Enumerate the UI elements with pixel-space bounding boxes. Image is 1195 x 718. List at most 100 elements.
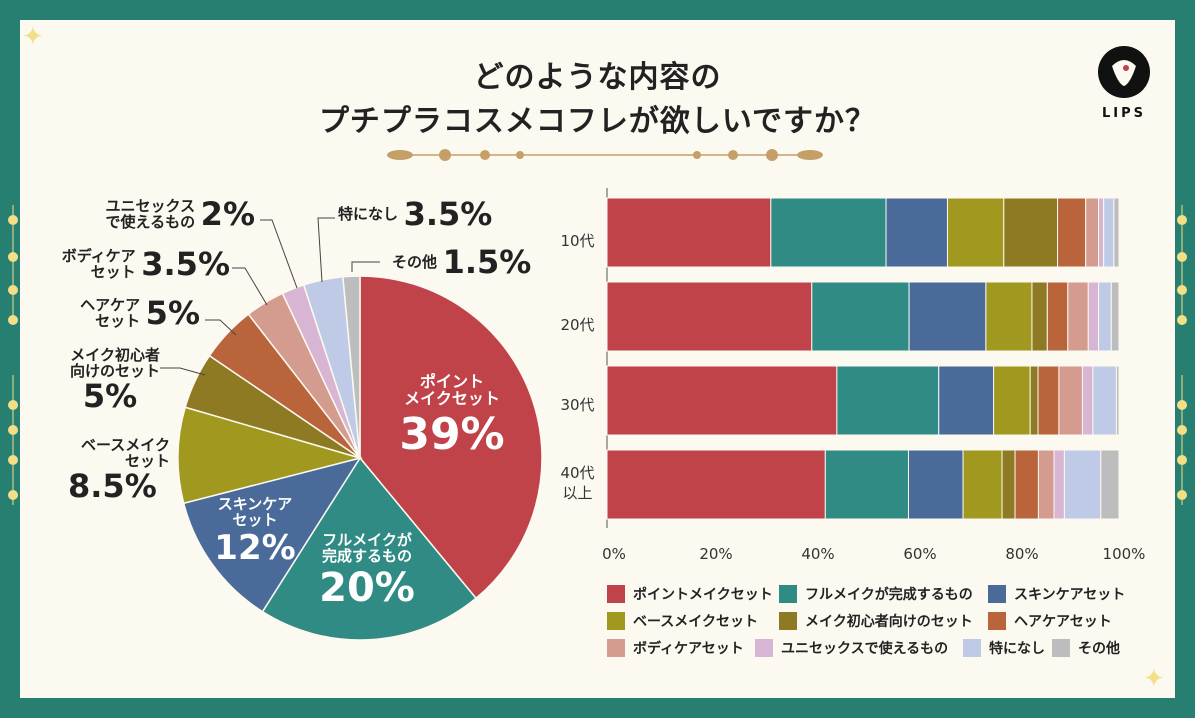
bar-segment-body-2 (1058, 365, 1083, 436)
bar-segment-hair-1 (1046, 281, 1069, 352)
pie-slice-full (261, 456, 478, 641)
bar-segment-unisex-3 (1053, 449, 1065, 520)
bar-segment-none-0 (1103, 197, 1115, 268)
bar-segment-full-2 (836, 365, 940, 436)
bar-segment-skin-3 (907, 449, 964, 520)
pie-label-point-line1: ポイント (419, 372, 484, 391)
bar-segment-skin-0 (885, 197, 948, 268)
legend-label-point: ポイントメイクセット (633, 587, 773, 603)
x-tick-100: 100% (1102, 545, 1146, 563)
legend-item-skin: スキンケアセット (988, 584, 1125, 604)
bar-segment-none-2 (1092, 365, 1117, 436)
pie-label-point-line2: メイクセット (404, 388, 500, 408)
legend-item-full: フルメイクが完成するもの (779, 584, 973, 604)
bar-segment-body-3 (1037, 449, 1055, 520)
pie-label-full: フルメイクが 完成するもの 20% (297, 531, 437, 611)
legend-swatch-unisex (755, 639, 773, 657)
legend-item-hair: ヘアケアセット (988, 611, 1112, 631)
bar-segment-full-1 (811, 281, 910, 352)
legend-label-full: フルメイクが完成するもの (805, 587, 973, 603)
age-label-30: 30代 (560, 396, 595, 414)
star-icon: ✦ (1143, 664, 1165, 694)
pie-label-none-pct: 3.5% (403, 195, 493, 233)
bar-segment-none-1 (1098, 281, 1112, 352)
pie-label-skin-line2: セット (232, 510, 278, 529)
legend-swatch-beginner (779, 612, 797, 630)
logo-text: LIPS (1102, 106, 1147, 121)
age-label-40-line1: 40代 (560, 464, 595, 482)
bar-segment-base-2 (993, 365, 1031, 436)
legend-swatch-full (779, 585, 797, 603)
bar-segment-unisex-1 (1087, 281, 1100, 352)
decorative-dots-right (1177, 205, 1187, 505)
pie-label-base-line2: セット (124, 451, 170, 470)
star-icon: ✦ (22, 22, 44, 52)
pie-label-body-pct: 3.5% (141, 245, 230, 283)
bar-segment-point-2 (606, 365, 838, 436)
bar-segment-base-3 (962, 449, 1003, 520)
legend-item-other: その他 (1052, 638, 1120, 658)
pie-label-hair-line2: セット (95, 311, 141, 330)
x-tick-20: 20% (699, 545, 733, 563)
bar-segment-point-3 (606, 449, 826, 520)
pie-label-body-line1: ボディケア (61, 247, 136, 266)
age-label-20: 20代 (560, 316, 595, 334)
bar-segment-full-3 (824, 449, 909, 520)
bar-segment-skin-2 (938, 365, 995, 436)
bar-segment-other-1 (1110, 281, 1120, 352)
pie-label-other: その他 1.5% (392, 243, 542, 281)
pie-label-unisex: ユニセックス で使えるもの 2% (70, 195, 255, 233)
legend-swatch-point (607, 585, 625, 603)
bar-segment-beginner-0 (1003, 197, 1059, 268)
legend-swatch-skin (988, 585, 1006, 603)
bar-segment-body-0 (1085, 197, 1100, 268)
pie-label-full-pct: 20% (319, 564, 415, 611)
bar-segment-point-1 (606, 281, 813, 352)
legend-swatch-none (963, 639, 981, 657)
legend-label-skin: スキンケアセット (1014, 587, 1126, 603)
pie-label-base-pct: 8.5% (68, 466, 157, 505)
lips-logo-icon (1098, 46, 1150, 98)
age-label-40-line2: 以上 (562, 484, 593, 502)
bar-segment-other-0 (1113, 197, 1120, 268)
pie-slice-point (359, 275, 543, 600)
pie-label-beginner-pct: 5% (82, 376, 138, 415)
pie-label-beginner: メイク初心者 向けのセット 5% (40, 347, 160, 415)
bar-segment-unisex-2 (1081, 365, 1094, 436)
pie-label-point-pct: 39% (399, 408, 505, 460)
legend-swatch-base (607, 612, 625, 630)
bar-segment-none-3 (1063, 449, 1102, 520)
legend-swatch-body (607, 639, 625, 657)
legend-label-none: 特になし (989, 641, 1045, 657)
title-line-2: プチプラコスメコフレが欲しいですか？ (318, 104, 877, 139)
bar-segment-hair-3 (1014, 449, 1039, 520)
bar-segment-other-2 (1115, 365, 1120, 436)
legend-item-none: 特になし (963, 638, 1045, 658)
x-tick-80: 80% (1005, 545, 1039, 563)
bar-segment-base-0 (946, 197, 1005, 268)
bar-segment-beginner-3 (1001, 449, 1016, 520)
pie-label-full-line1: フルメイクが (322, 531, 412, 549)
pie-label-point: ポイント メイクセット 39% (372, 372, 532, 460)
bar-segment-other-3 (1100, 449, 1120, 520)
legend-item-body: ボディケアセット (607, 638, 744, 658)
pie-slice-base (177, 406, 363, 505)
pie-label-unisex-pct: 2% (200, 195, 255, 233)
title-line-1: どのような内容の (473, 60, 722, 95)
pie-label-body-line2: セット (90, 262, 136, 281)
pie-label-other-pct: 1.5% (442, 243, 532, 281)
pie-label-unisex-line2: で使えるもの (105, 212, 196, 231)
pie-slice-other (342, 275, 361, 459)
pie-label-other-line1: その他 (392, 252, 438, 271)
pie-slice-skin (182, 456, 362, 613)
bar-segment-skin-1 (908, 281, 987, 352)
pie-label-body: ボディケア セット 3.5% (40, 245, 230, 283)
title-divider-ornament (387, 149, 823, 161)
bar-segment-beginner-2 (1029, 365, 1039, 436)
pie-label-base: ベースメイク セット 8.5% (30, 437, 170, 505)
legend-item-point: ポイントメイクセット (607, 584, 773, 604)
legend-swatch-hair (988, 612, 1006, 630)
